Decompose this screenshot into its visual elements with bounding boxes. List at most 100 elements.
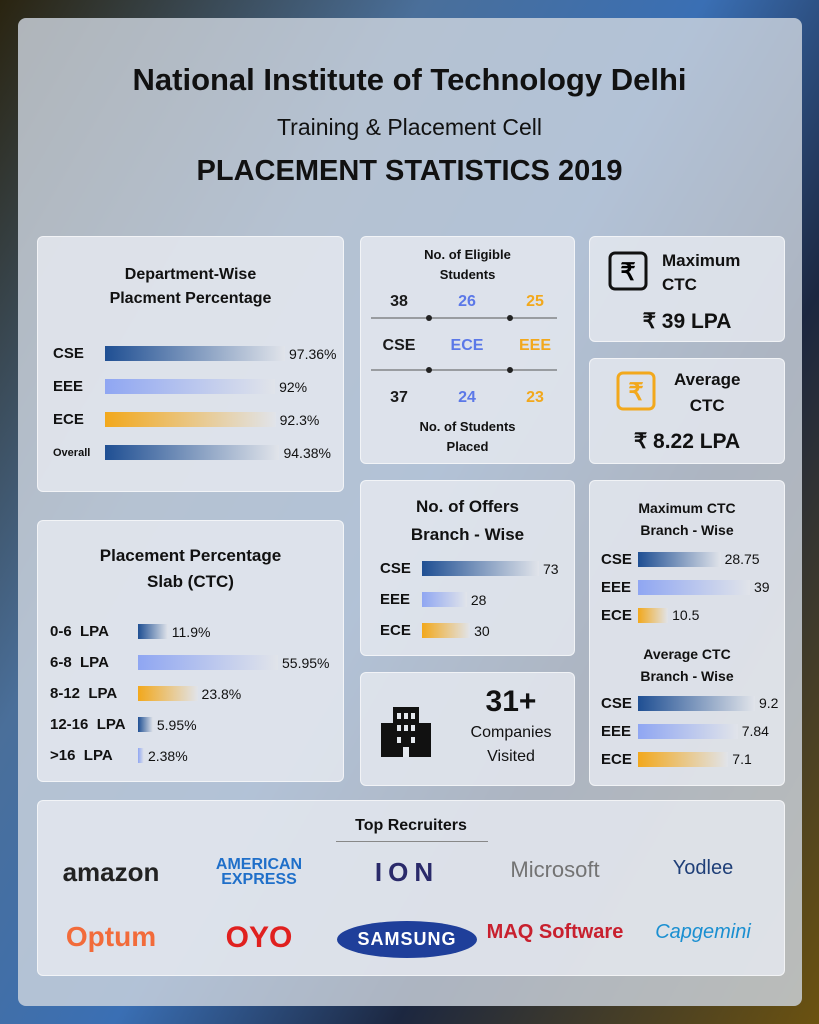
dot bbox=[507, 315, 513, 321]
count-block: 31+ Companies Visited bbox=[451, 685, 571, 769]
recruiter-logo: Capgemini bbox=[655, 921, 751, 943]
bars: CSE 28.75 EEE 39 ECE 10.5 bbox=[601, 545, 770, 629]
title-line: Branch - Wise bbox=[640, 522, 734, 538]
title-line: No. of Students bbox=[419, 419, 516, 434]
recruiter-logo: SAMSUNG bbox=[337, 921, 477, 958]
recruiters-panel: Top Recruiters amazon AMERICAN EXPRESS ION… bbox=[37, 800, 785, 976]
bar bbox=[422, 561, 539, 576]
value-label: 11.9% bbox=[171, 623, 211, 640]
category-label: CSE bbox=[53, 345, 84, 362]
title: National Institute of Technology Delhi bbox=[132, 62, 687, 97]
recruiter-logo: ION bbox=[374, 857, 440, 887]
value-label: 39 bbox=[754, 579, 770, 595]
value-label: 55.95% bbox=[282, 654, 330, 671]
category-label: CSE bbox=[601, 550, 632, 568]
bar-row: >16 LPA 2.38% bbox=[50, 740, 329, 771]
bar bbox=[638, 751, 729, 767]
svg-text:₹: ₹ bbox=[628, 379, 643, 406]
recruiter-logo: OYO bbox=[225, 921, 293, 954]
value-label: 94.38% bbox=[283, 444, 331, 461]
label-line: Average bbox=[674, 370, 741, 389]
companies-panel: 31+ Companies Visited bbox=[360, 672, 575, 786]
bars: CSE 97.36% EEE 92% ECE 92.3% Overall 94.38% bbox=[53, 337, 336, 469]
value-label: 97.36% bbox=[289, 345, 337, 362]
building-icon bbox=[381, 707, 431, 757]
recruiter-logo: AMERICAN EXPRESS bbox=[215, 856, 303, 888]
bar bbox=[138, 717, 153, 732]
bar bbox=[638, 607, 669, 623]
heading: PLACEMENT STATISTICS 2019 bbox=[196, 155, 623, 187]
svg-text:₹: ₹ bbox=[620, 259, 635, 286]
category-label: CSE bbox=[601, 694, 632, 712]
bar-row: Overall 94.38% bbox=[53, 436, 336, 469]
branch-label: CSE bbox=[382, 337, 416, 354]
category-label: 8-12 LPA bbox=[50, 685, 118, 702]
category-label: EEE bbox=[601, 578, 632, 596]
value: ₹ 8.22 LPA bbox=[633, 430, 741, 453]
bar-row: CSE 9.2 bbox=[601, 689, 778, 717]
title-line: Placement Percentage bbox=[99, 546, 282, 565]
bar bbox=[638, 579, 750, 595]
placed-count: 37 bbox=[390, 389, 408, 406]
placed-count: 23 bbox=[526, 389, 544, 406]
bar bbox=[105, 379, 276, 394]
divider bbox=[336, 841, 488, 842]
category-label: 0-6 LPA bbox=[50, 623, 109, 640]
bar bbox=[422, 592, 467, 607]
value-label: 7.1 bbox=[732, 751, 752, 767]
recruiter-logo: amazon bbox=[62, 857, 160, 887]
bar bbox=[138, 624, 168, 639]
panel-title: No. of Students Placed bbox=[361, 417, 574, 457]
branch-label: EEE bbox=[518, 337, 551, 354]
avg-ctc-panel: ₹ Average CTC ₹ 8.22 LPA bbox=[589, 358, 785, 464]
eligible-count: 26 bbox=[458, 293, 476, 310]
bar-row: CSE 28.75 bbox=[601, 545, 770, 573]
section-title: Top Recruiters bbox=[355, 817, 467, 834]
dot bbox=[507, 367, 513, 373]
category-label: ECE bbox=[601, 750, 632, 768]
count: 31+ bbox=[485, 685, 537, 718]
bar-row: EEE 7.84 bbox=[601, 717, 778, 745]
category-label: EEE bbox=[380, 591, 411, 608]
branch-label: ECE bbox=[450, 337, 484, 354]
bar bbox=[105, 445, 280, 460]
category-label: >16 LPA bbox=[50, 747, 113, 764]
bars: 0-6 LPA 11.9% 6-8 LPA 55.95% 8-12 LPA 23.8% 12… bbox=[50, 616, 329, 771]
bar-row: ECE 7.1 bbox=[601, 745, 778, 773]
title-line: Placed bbox=[446, 439, 489, 454]
panel-title: Department-Wise Placment Percentage bbox=[38, 263, 343, 311]
subtitle: Training & Placement Cell bbox=[276, 114, 543, 140]
label-line: Companies bbox=[470, 724, 552, 741]
bar-row: EEE 39 bbox=[601, 573, 770, 601]
ctc-branch-panel: Maximum CTC Branch - Wise CSE 28.75 EEE 39 EC… bbox=[589, 480, 785, 786]
bar bbox=[105, 346, 285, 361]
bar bbox=[105, 412, 276, 427]
panel-title: Placement Percentage Slab (CTC) bbox=[38, 543, 343, 595]
students-panel: No. of Eligible Students 38 CSE 37 26 ECE 24 25… bbox=[360, 236, 575, 464]
bar bbox=[138, 686, 198, 701]
title-line: Department-Wise bbox=[124, 266, 257, 283]
bar bbox=[422, 623, 471, 638]
value-label: 30 bbox=[474, 622, 490, 639]
bar bbox=[138, 655, 278, 670]
label-line: CTC bbox=[689, 396, 725, 415]
category-label: 6-8 LPA bbox=[50, 654, 109, 671]
title-line: No. of Eligible bbox=[424, 247, 511, 262]
value-label: 7.84 bbox=[741, 723, 769, 739]
panel-title: Maximum CTC Branch - Wise bbox=[590, 497, 784, 541]
bar-row: ECE 10.5 bbox=[601, 601, 770, 629]
value-label: 92.3% bbox=[279, 411, 320, 428]
category-label: 12-16 LPA bbox=[50, 716, 126, 733]
category-label: ECE bbox=[601, 606, 632, 624]
label: Maximum CTC bbox=[662, 249, 740, 297]
label-line: Visited bbox=[487, 748, 535, 765]
bar-row: 12-16 LPA 5.95% bbox=[50, 709, 329, 740]
bar bbox=[638, 551, 721, 567]
eligible-count: 38 bbox=[390, 293, 408, 310]
category-label: Overall bbox=[53, 446, 91, 459]
bar-row: 8-12 LPA 23.8% bbox=[50, 678, 329, 709]
placed-count: 24 bbox=[458, 389, 476, 406]
category-label: ECE bbox=[380, 622, 411, 639]
connectors bbox=[371, 315, 557, 373]
value-label: 92% bbox=[279, 378, 308, 395]
